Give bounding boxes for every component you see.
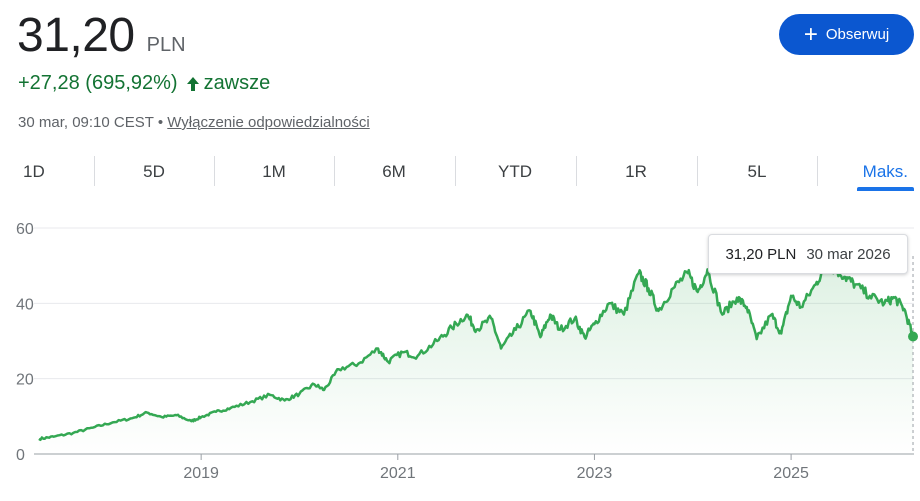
x-tick-label: 2023 (577, 465, 613, 482)
plus-icon: + (803, 20, 818, 48)
tab-divider (334, 156, 335, 186)
x-tick-label: 2021 (380, 465, 416, 482)
active-tab-indicator (857, 187, 914, 191)
tab-1r[interactable]: 1R (625, 162, 647, 181)
y-tick-label: 40 (16, 296, 34, 313)
tab-divider (697, 156, 698, 186)
tab-5d[interactable]: 5D (143, 162, 165, 181)
range-tabs: 1D 5D 1M 6M YTD 1R 5L Maks. (0, 152, 920, 192)
tab-6m[interactable]: 6M (382, 162, 406, 181)
tab-1m[interactable]: 1M (262, 162, 286, 181)
price-area (38, 265, 913, 454)
tab-divider (214, 156, 215, 186)
arrow-up-icon (186, 76, 200, 92)
tab-divider (455, 156, 456, 186)
timestamp: 30 mar, 09:10 CEST (18, 114, 154, 131)
y-tick-label: 60 (16, 221, 34, 238)
price-chart[interactable]: 0 20 40 60 2019 2021 2023 2025 (0, 200, 920, 501)
change-period: zawsze (203, 72, 271, 94)
change-value: +27,28 (695,92%) (18, 72, 178, 94)
tab-divider (94, 156, 95, 186)
tab-divider (817, 156, 818, 186)
price-tooltip: 31,20 PLN 30 mar 2026 (708, 234, 908, 274)
tooltip-date: 30 mar 2026 (806, 245, 891, 263)
tab-1d[interactable]: 1D (23, 162, 45, 181)
x-tick-label: 2019 (183, 465, 219, 482)
tab-5l[interactable]: 5L (747, 162, 767, 181)
price-currency: PLN (146, 34, 186, 56)
x-tick-label: 2025 (773, 465, 809, 482)
quote-meta: 30 mar, 09:10 CEST • Wyłączenie odpowied… (18, 114, 370, 131)
price-line (38, 264, 915, 442)
tab-max[interactable]: Maks. (862, 162, 908, 181)
price-row: 31,20 PLN (17, 8, 186, 64)
current-price-point (908, 331, 919, 342)
y-tick-label: 20 (16, 372, 34, 389)
tab-divider (576, 156, 577, 186)
y-tick-label: 0 (16, 447, 25, 464)
disclaimer-link[interactable]: Wyłączenie odpowiedzialności (167, 114, 370, 131)
separator: • (157, 114, 164, 131)
price-value: 31,20 (17, 9, 135, 62)
tab-ytd[interactable]: YTD (498, 162, 532, 181)
tooltip-price: 31,20 PLN (725, 245, 797, 263)
follow-button-label: Obserwuj (825, 26, 890, 43)
price-change: +27,28 (695,92%) zawsze (18, 72, 270, 95)
follow-button[interactable]: + Obserwuj (779, 14, 914, 55)
